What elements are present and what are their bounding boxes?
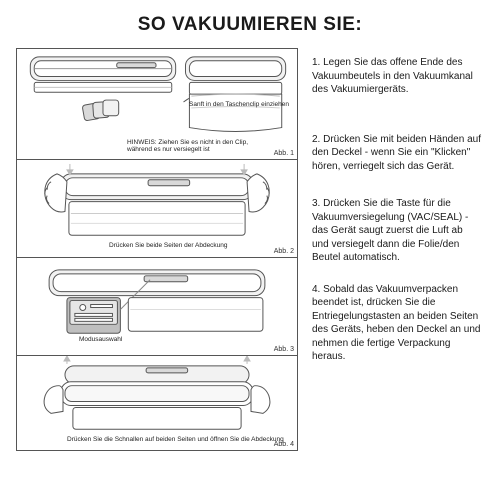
figure-1: Sanft in den Taschenclip einziehen HINWE…	[16, 48, 298, 160]
steps-column: 1. Legen Sie das offene Ende des Vakuumb…	[312, 48, 482, 451]
content-row: Sanft in den Taschenclip einziehen HINWE…	[16, 48, 484, 451]
fig1-hint-1: Sanft in den Taschenclip einziehen	[189, 101, 289, 108]
fig3-label: Abb. 3	[274, 346, 294, 353]
step-1: 1. Legen Sie das offene Ende des Vakuumb…	[312, 56, 482, 97]
figure-3: Modusauswahl Abb. 3	[16, 258, 298, 356]
fig3-hint: Modusauswahl	[79, 336, 122, 343]
figures-column: Sanft in den Taschenclip einziehen HINWE…	[16, 48, 298, 451]
figure-3-svg	[17, 258, 297, 355]
fig1-hint-2: HINWEIS: Ziehen Sie es nicht in den Clip…	[127, 139, 248, 154]
page-title: SO VAKUUMIEREN SIE:	[16, 14, 484, 36]
figure-2: Drücken Sie beide Seiten der Abdeckung A…	[16, 160, 298, 258]
figure-4: Drücken Sie die Schnallen auf beiden Sei…	[16, 356, 298, 451]
fig1-label: Abb. 1	[274, 150, 294, 157]
step-3: 3. Drücken Sie die Taste für die Vakuumv…	[312, 197, 482, 265]
step-2: 2. Drücken Sie mit beiden Händen auf den…	[312, 133, 482, 174]
fig4-hint: Drücken Sie die Schnallen auf beiden Sei…	[67, 436, 284, 443]
fig2-label: Abb. 2	[274, 248, 294, 255]
fig2-hint: Drücken Sie beide Seiten der Abdeckung	[109, 242, 228, 249]
fig4-label: Abb. 4	[274, 441, 294, 448]
step-4: 4. Sobald das Vakuumverpacken beendet is…	[312, 283, 482, 364]
